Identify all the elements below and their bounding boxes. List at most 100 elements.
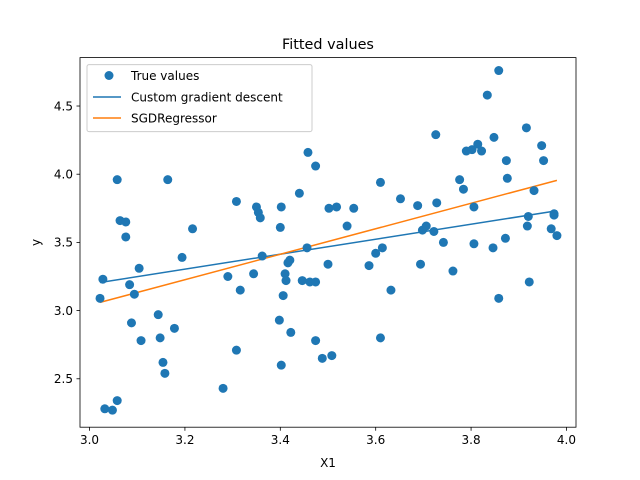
data-point — [494, 66, 504, 76]
data-point — [275, 222, 285, 232]
data-point — [280, 269, 290, 279]
x-axis-label: X1 — [320, 456, 336, 470]
data-point — [349, 203, 359, 213]
x-tick-label: 3.8 — [462, 433, 481, 447]
data-point — [469, 202, 479, 212]
data-point — [473, 139, 483, 149]
y-axis-label: y — [29, 239, 43, 246]
data-point — [231, 345, 241, 355]
data-point — [489, 132, 499, 142]
point-layer — [95, 66, 562, 415]
data-point — [342, 221, 352, 231]
data-point — [255, 213, 265, 223]
data-point — [386, 285, 396, 295]
data-point — [107, 405, 117, 415]
data-point — [285, 255, 295, 265]
data-point — [121, 232, 131, 242]
data-point — [477, 146, 487, 156]
data-point — [371, 248, 381, 258]
data-point — [158, 357, 168, 367]
data-point — [482, 90, 492, 100]
data-point — [302, 243, 312, 253]
data-point — [552, 231, 562, 241]
data-point — [134, 263, 144, 273]
data-point — [249, 269, 259, 279]
data-point — [188, 224, 198, 234]
data-point — [377, 243, 387, 253]
data-point — [469, 239, 479, 249]
x-tick-label: 3.2 — [175, 433, 194, 447]
data-point — [160, 368, 170, 378]
data-point — [332, 202, 342, 212]
legend: True values Custom gradient descent SGDR… — [86, 64, 313, 133]
data-point — [438, 237, 448, 247]
fit-line-sgdregressor — [99, 179, 558, 304]
data-point — [286, 327, 296, 337]
data-point — [522, 221, 532, 231]
data-point — [323, 259, 333, 269]
data-point — [98, 274, 108, 284]
x-axis-ticks: 3.0 3.2 3.4 3.6 3.8 4.0 — [80, 427, 576, 447]
data-point — [549, 209, 559, 219]
data-point — [153, 310, 163, 320]
data-point — [155, 333, 165, 343]
data-point — [429, 226, 439, 236]
legend-label-sgdregressor: SGDRegressor — [131, 112, 217, 126]
y-tick-label: 3.5 — [54, 236, 73, 250]
data-point — [163, 175, 173, 185]
data-point — [129, 289, 139, 299]
data-point — [317, 353, 327, 363]
legend-label-custom-gradient-descent: Custom gradient descent — [131, 91, 283, 105]
legend-marker-true-values — [104, 71, 114, 80]
legend-label-true-values: True values — [130, 69, 199, 83]
x-tick-label: 3.4 — [271, 433, 290, 447]
data-point — [537, 141, 547, 151]
data-point — [136, 336, 146, 346]
data-point — [327, 351, 337, 361]
data-point — [539, 156, 549, 166]
data-point — [95, 293, 105, 303]
data-point — [416, 259, 426, 269]
data-point — [494, 293, 504, 303]
x-tick-label: 3.6 — [366, 433, 385, 447]
data-point — [223, 272, 233, 281]
data-point — [231, 196, 241, 206]
data-point — [413, 201, 423, 211]
fit-line-custom-gradient-descent — [99, 210, 558, 284]
data-point — [375, 333, 385, 343]
data-point — [364, 261, 374, 271]
data-point — [278, 291, 288, 301]
y-tick-label: 2.5 — [54, 372, 73, 386]
data-point — [395, 194, 405, 204]
data-point — [121, 217, 131, 227]
x-tick-label: 4.0 — [557, 433, 576, 447]
data-point — [524, 277, 534, 287]
data-point — [177, 252, 187, 262]
legend-box — [86, 64, 313, 133]
data-point — [455, 175, 465, 185]
data-point — [112, 396, 122, 406]
data-point — [311, 277, 321, 287]
data-point — [311, 336, 321, 346]
data-point — [112, 175, 122, 185]
chart-title: Fitted values — [282, 37, 374, 53]
data-point — [502, 173, 512, 183]
data-point — [523, 211, 533, 221]
data-point — [448, 266, 458, 276]
y-tick-label: 4.5 — [54, 99, 73, 113]
data-point — [169, 323, 179, 333]
data-point — [311, 161, 321, 171]
y-tick-label: 3.0 — [54, 304, 73, 318]
data-point — [274, 315, 284, 325]
data-point — [421, 221, 431, 231]
data-point — [127, 318, 137, 328]
data-point — [257, 251, 267, 261]
data-point — [235, 285, 245, 295]
data-point — [100, 404, 110, 414]
data-point — [546, 224, 556, 234]
y-axis-ticks: 2.5 3.0 3.5 4.0 4.5 — [54, 99, 80, 386]
data-point — [276, 360, 286, 370]
data-point — [501, 156, 511, 166]
data-point — [458, 184, 468, 194]
